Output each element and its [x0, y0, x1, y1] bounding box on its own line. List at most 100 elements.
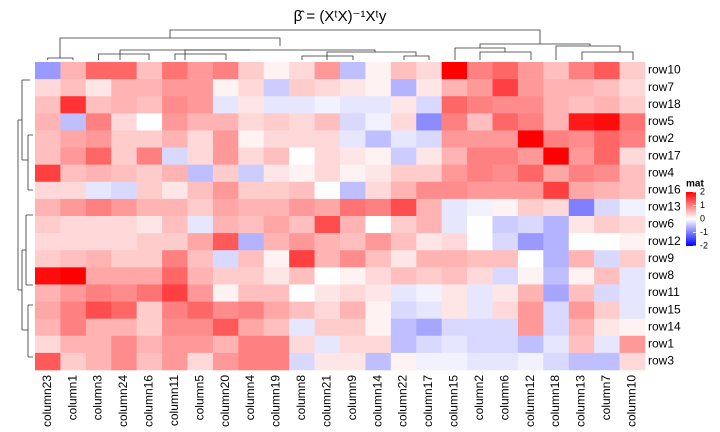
- heatmap-cell: [111, 318, 137, 337]
- heatmap-cell: [416, 62, 442, 80]
- heatmap-cell: [314, 250, 341, 268]
- heatmap-cell: [85, 216, 112, 234]
- heatmap-cell: [162, 301, 188, 319]
- column-label: column24: [116, 375, 130, 427]
- heatmap-cell: [187, 216, 214, 234]
- heatmap-cell: [238, 352, 265, 371]
- heatmap-cell: [340, 198, 366, 217]
- heatmap-cell: [390, 164, 417, 183]
- heatmap-cell: [517, 79, 544, 97]
- heatmap-cell: [390, 147, 417, 165]
- heatmap-cell: [35, 96, 61, 114]
- heatmap-cell: [60, 318, 87, 337]
- heatmap-cell: [136, 301, 163, 319]
- heatmap-cell: [441, 113, 468, 131]
- heatmap-cell: [340, 96, 366, 114]
- heatmap-cell: [365, 79, 392, 97]
- heatmap-cell: [517, 233, 544, 251]
- heatmap-cell: [238, 267, 265, 285]
- heatmap-cell: [568, 79, 595, 97]
- heatmap-cell: [162, 147, 188, 165]
- heatmap-cell: [212, 301, 239, 319]
- row-label: row3: [648, 354, 674, 368]
- heatmap-cell: [365, 164, 392, 183]
- row-label: row2: [648, 131, 674, 145]
- heatmap-cell: [467, 198, 493, 217]
- heatmap-cell: [314, 79, 341, 97]
- heatmap-cell: [111, 216, 137, 234]
- heatmap-cell: [162, 96, 188, 114]
- heatmap-cell: [619, 130, 646, 148]
- heatmap-cell: [187, 164, 214, 183]
- heatmap-cell: [340, 164, 366, 183]
- heatmap-cell: [111, 301, 137, 319]
- heatmap-cell: [517, 352, 544, 371]
- heatmap-cell: [263, 318, 290, 337]
- column-label: column23: [40, 375, 54, 427]
- heatmap-cell: [289, 267, 315, 285]
- heatmap-cell: [212, 113, 239, 131]
- heatmap-cell: [594, 267, 620, 285]
- heatmap-cell: [60, 181, 87, 200]
- heatmap-cell: [289, 250, 315, 268]
- heatmap-cell: [365, 233, 392, 251]
- heatmap-cell: [340, 335, 366, 354]
- heatmap-cell: [35, 62, 61, 80]
- column-label: column22: [396, 375, 410, 427]
- heatmap-cell: [162, 62, 188, 80]
- heatmap-cell: [238, 216, 265, 234]
- row-label: row6: [648, 217, 674, 231]
- heatmap-cell: [289, 181, 315, 200]
- column-label: column17: [421, 375, 435, 427]
- heatmap-cell: [340, 62, 366, 80]
- heatmap-cell: [35, 318, 61, 337]
- heatmap-cell: [136, 267, 163, 285]
- heatmap-cell: [289, 147, 315, 165]
- heatmap-cell: [263, 250, 290, 268]
- heatmap-cell: [441, 62, 468, 80]
- heatmap-cell: [517, 216, 544, 234]
- heatmap-cell: [492, 79, 519, 97]
- heatmap-cell: [111, 147, 137, 165]
- heatmap-cell: [187, 335, 214, 354]
- heatmap-cell: [543, 301, 570, 319]
- column-label: column20: [218, 375, 232, 427]
- heatmap-cell: [35, 113, 61, 131]
- heatmap-cell: [365, 250, 392, 268]
- heatmap-cell: [162, 164, 188, 183]
- heatmap-cell: [111, 335, 137, 354]
- heatmap-cell: [60, 113, 87, 131]
- heatmap-cell: [289, 352, 315, 371]
- heatmap-cell: [467, 318, 493, 337]
- heatmap-cell: [594, 233, 620, 251]
- heatmap-cell: [314, 62, 341, 80]
- heatmap-cell: [35, 181, 61, 200]
- heatmap-cell: [390, 233, 417, 251]
- heatmap-cell: [492, 96, 519, 114]
- heatmap-cell: [594, 130, 620, 148]
- heatmap-cell: [85, 250, 112, 268]
- row-label: row15: [648, 302, 681, 316]
- column-label: column19: [269, 375, 283, 427]
- heatmap-cell: [35, 130, 61, 148]
- heatmap-cell: [35, 267, 61, 285]
- heatmap-cell: [568, 147, 595, 165]
- heatmap-cell: [263, 113, 290, 131]
- heatmap-cell: [365, 301, 392, 319]
- heatmap-cell: [35, 198, 61, 217]
- heatmap-cell: [60, 79, 87, 97]
- legend-tick-label: -2: [700, 240, 708, 250]
- heatmap-cell: [619, 96, 646, 114]
- heatmap-cell: [390, 113, 417, 131]
- heatmap-cell: [390, 216, 417, 234]
- heatmap-cell: [340, 284, 366, 302]
- heatmap-cell: [467, 301, 493, 319]
- heatmap-cell: [594, 113, 620, 131]
- heatmap-cell: [543, 284, 570, 302]
- heatmap-cell: [85, 318, 112, 337]
- heatmap-cell: [619, 301, 646, 319]
- heatmap-cell: [35, 301, 61, 319]
- heatmap-cell: [212, 164, 239, 183]
- heatmap-cell: [187, 96, 214, 114]
